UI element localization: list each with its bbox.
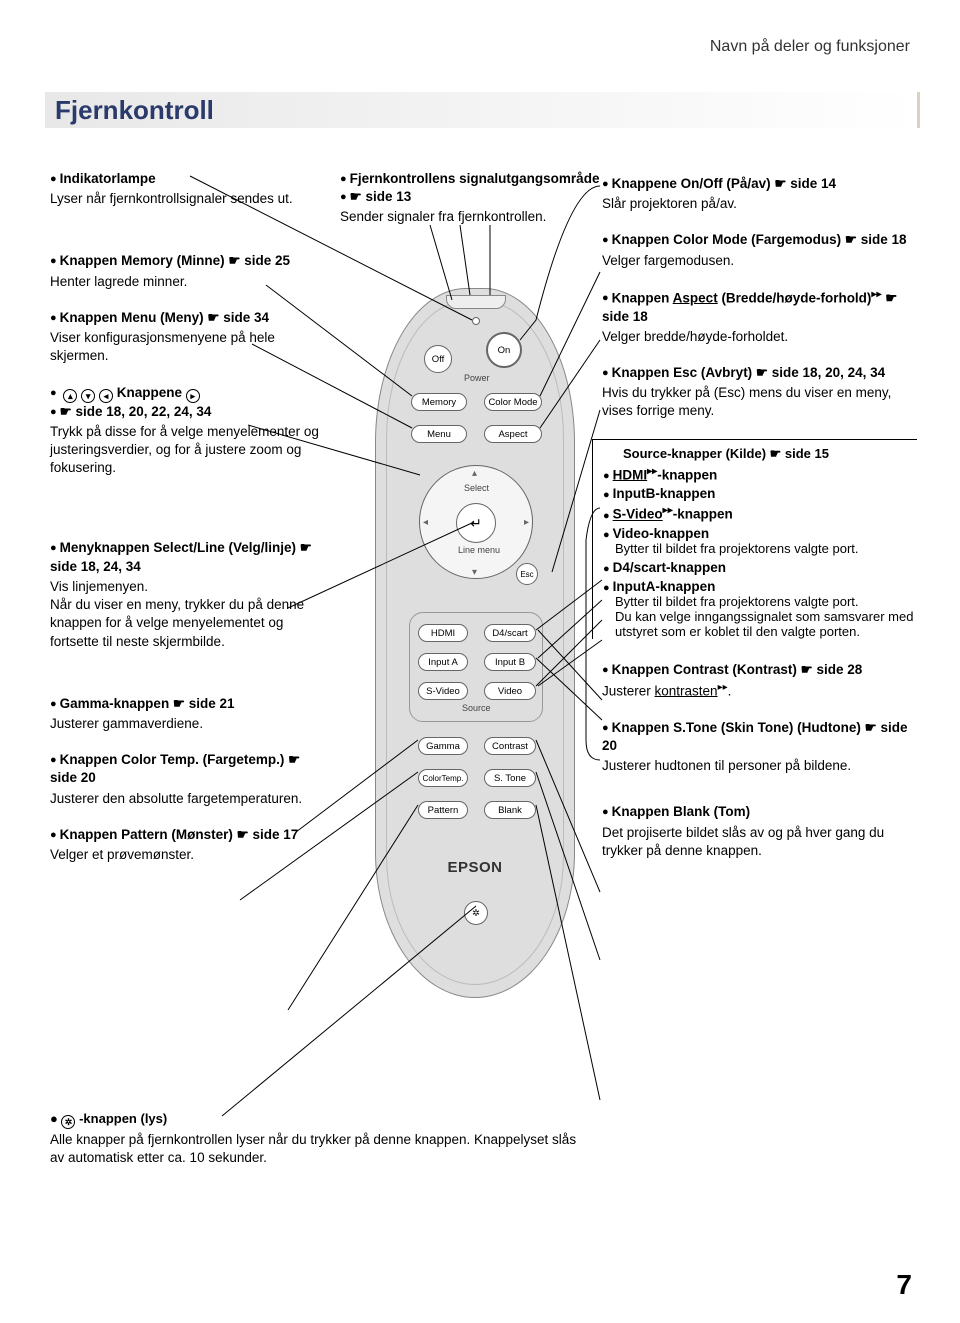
- linemenu-label: Line menu: [458, 545, 500, 555]
- inputb-button[interactable]: Input B: [484, 653, 536, 671]
- svideo-knappen: S-Video▸▸-knappen: [603, 505, 917, 522]
- signal-area-ref: ☛ side 13: [340, 189, 411, 204]
- video-button[interactable]: Video: [484, 682, 536, 700]
- page-header: Navn på deler og funksjoner: [710, 38, 910, 56]
- svideo-button[interactable]: S-Video: [418, 682, 468, 700]
- hdmi-button[interactable]: HDMI: [418, 624, 468, 642]
- indicator-lamp: Indikatorlampe Lyser når fjernkontrollsi…: [50, 170, 330, 208]
- select-label: Select: [464, 483, 489, 493]
- colormode-button[interactable]: Color Mode: [484, 393, 542, 411]
- select-line-desc: Menyknappen Select/Line (Velg/linje) ☛ s…: [50, 539, 330, 650]
- signal-area-lead: Fjernkontrollens signalutgangsområde: [340, 171, 599, 186]
- nav-left-icon: ◂: [423, 517, 428, 528]
- off-button[interactable]: Off: [424, 345, 452, 373]
- light-button-desc: ● ✲ -knappen (lys) Alle knapper på fjern…: [50, 1110, 590, 1185]
- contrast-button[interactable]: Contrast: [484, 737, 536, 755]
- enter-button[interactable]: ↵: [456, 503, 496, 543]
- blank-button[interactable]: Blank: [484, 801, 536, 819]
- source-buttons-box: Source-knapper (Kilde) ☛ side 15 HDMI▸▸-…: [592, 439, 917, 639]
- arrow-buttons-desc: ▴ ▾ ◂ Knappene ▸ ☛ side 18, 20, 22, 24, …: [50, 384, 330, 478]
- video-knappen: Video-knappen: [603, 526, 917, 541]
- page-number: 7: [896, 1269, 912, 1301]
- stone-button[interactable]: S. Tone: [484, 769, 536, 787]
- up-icon: ▴: [63, 389, 77, 403]
- memory-button-desc: Knappen Memory (Minne) ☛ side 25 Henter …: [50, 252, 330, 290]
- pattern-button[interactable]: Pattern: [418, 801, 468, 819]
- pattern-desc: Knappen Pattern (Mønster) ☛ side 17 Velg…: [50, 826, 330, 864]
- power-label: Power: [464, 373, 490, 383]
- colortemp-desc: Knappen Color Temp. (Fargetemp.) ☛ side …: [50, 751, 330, 808]
- gamma-desc: Gamma-knappen ☛ side 21 Justerer gammave…: [50, 695, 330, 733]
- d4scart-knappen: D4/scart-knappen: [603, 560, 917, 575]
- ir-window: [446, 295, 506, 309]
- hdmi-knappen: HDMI▸▸-knappen: [603, 466, 917, 483]
- indicator-dot: [472, 317, 480, 325]
- esc-button[interactable]: Esc: [516, 563, 538, 585]
- inputb-knappen: InputB-knappen: [603, 486, 917, 501]
- page-title: Fjernkontroll: [55, 95, 214, 126]
- aspect-desc: Knappen Aspect (Bredde/høyde-forhold)▸▸ …: [602, 288, 917, 346]
- memory-button[interactable]: Memory: [411, 393, 467, 411]
- inputa-button[interactable]: Input A: [418, 653, 468, 671]
- colortemp-button[interactable]: ColorTemp.: [418, 769, 468, 787]
- d4scart-button[interactable]: D4/scart: [484, 624, 536, 642]
- brand-label: EPSON: [376, 859, 574, 876]
- gamma-button[interactable]: Gamma: [418, 737, 468, 755]
- right-column: Knappene On/Off (På/av) ☛ side 14 Slår p…: [602, 175, 917, 878]
- esc-desc: Knappen Esc (Avbryt) ☛ side 18, 20, 24, …: [602, 364, 917, 421]
- center-signal-annotation: Fjernkontrollens signalutgangsområde ☛ s…: [340, 170, 600, 245]
- blank-desc: Knappen Blank (Tom) Det projiserte bilde…: [602, 803, 917, 860]
- onoff-desc: Knappene On/Off (På/av) ☛ side 14 Slår p…: [602, 175, 917, 213]
- on-button[interactable]: On: [486, 332, 522, 368]
- light-button[interactable]: ✲: [464, 901, 488, 925]
- left-icon: ◂: [99, 389, 113, 403]
- inputa-knappen: InputA-knappen: [603, 579, 917, 594]
- title-bar: Fjernkontroll: [45, 92, 920, 128]
- nav-right-icon: ▸: [524, 517, 529, 528]
- source-label: Source: [462, 703, 491, 713]
- aspect-button[interactable]: Aspect: [484, 425, 542, 443]
- down-icon: ▾: [81, 389, 95, 403]
- stone-desc: Knappen S.Tone (Skin Tone) (Hudtone) ☛ s…: [602, 719, 917, 776]
- nav-up-icon: ▴: [472, 468, 477, 479]
- light-icon: ✲: [61, 1115, 75, 1129]
- signal-area-body: Sender signaler fra fjernkontrollen.: [340, 208, 600, 226]
- contrast-desc: Knappen Contrast (Kontrast) ☛ side 28 Ju…: [602, 661, 917, 701]
- left-column: Indikatorlampe Lyser når fjernkontrollsi…: [50, 170, 330, 882]
- colormode-desc: Knappen Color Mode (Fargemodus) ☛ side 1…: [602, 231, 917, 269]
- menu-button[interactable]: Menu: [411, 425, 467, 443]
- right-icon: ▸: [186, 389, 200, 403]
- remote-control-illustration: Off On Power Memory Color Mode Menu Aspe…: [375, 288, 575, 998]
- nav-down-icon: ▾: [472, 567, 477, 578]
- menu-button-desc: Knappen Menu (Meny) ☛ side 34 Viser konf…: [50, 309, 330, 366]
